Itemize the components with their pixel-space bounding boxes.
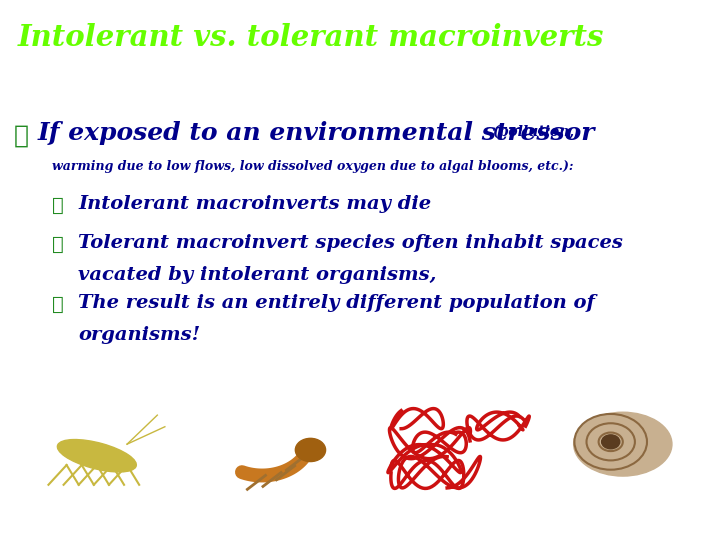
Text: ❖: ❖ [52, 197, 64, 215]
Ellipse shape [574, 412, 672, 476]
Circle shape [602, 435, 620, 449]
Circle shape [295, 438, 325, 462]
Text: ❖: ❖ [52, 236, 64, 254]
Text: The result is an entirely different population of: The result is an entirely different popu… [78, 294, 595, 312]
Text: (pollution,: (pollution, [492, 125, 574, 139]
Text: Intolerant macroinverts may die: Intolerant macroinverts may die [78, 195, 431, 213]
Text: Intolerant vs. tolerant macroinverts: Intolerant vs. tolerant macroinverts [18, 23, 604, 52]
Ellipse shape [58, 440, 136, 472]
Text: organisms!: organisms! [78, 326, 200, 344]
Text: vacated by intolerant organisms,: vacated by intolerant organisms, [78, 266, 436, 284]
Text: ❖: ❖ [14, 124, 29, 147]
Text: If exposed to an environmental stressor: If exposed to an environmental stressor [38, 121, 595, 145]
Text: ❖: ❖ [52, 296, 64, 314]
Text: Tolerant macroinvert species often inhabit spaces: Tolerant macroinvert species often inhab… [78, 234, 623, 252]
Text: warming due to low flows, low dissolved oxygen due to algal blooms, etc.):: warming due to low flows, low dissolved … [52, 160, 574, 173]
